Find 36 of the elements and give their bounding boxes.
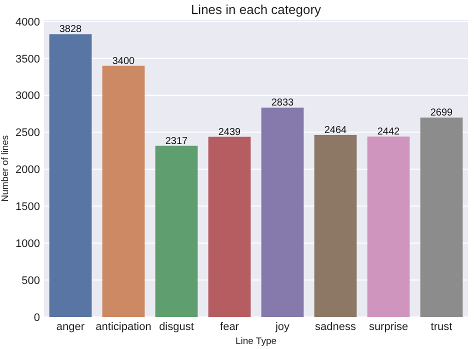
- x-tick-label: joy: [274, 321, 290, 333]
- y-tick-label: 1500: [16, 201, 40, 214]
- bar: [49, 34, 92, 317]
- data-label: 2833: [271, 98, 294, 109]
- y-tick-label: 1000: [16, 238, 40, 250]
- x-axis-title: Line Type: [235, 336, 277, 347]
- x-tick-label: sadness: [315, 321, 356, 333]
- y-axis-title: Number of lines: [0, 134, 11, 202]
- data-label: 2699: [430, 108, 454, 119]
- bar: [208, 136, 251, 317]
- data-label: 3828: [59, 24, 82, 36]
- y-tick-label: 3500: [16, 53, 40, 66]
- data-label: 2464: [324, 124, 348, 136]
- x-tick-label: anger: [56, 321, 85, 333]
- y-tick-label: 3000: [16, 90, 40, 102]
- x-tick-label: anticipation: [96, 321, 152, 333]
- bar: [314, 134, 357, 317]
- bar: [420, 118, 463, 317]
- bar: [155, 146, 198, 317]
- bar: [367, 136, 410, 317]
- bar: [102, 66, 145, 317]
- x-tick-label: disgust: [159, 321, 194, 333]
- data-label: 2317: [165, 136, 188, 147]
- y-tick-label: 2500: [16, 127, 40, 140]
- data-label: 3400: [112, 56, 136, 67]
- y-tick-label: 500: [22, 274, 40, 287]
- y-tick-label: 0: [34, 312, 40, 324]
- x-tick-label: fear: [220, 321, 240, 333]
- bar: [261, 108, 304, 317]
- data-label: 2442: [377, 126, 400, 138]
- x-tick-label: surprise: [368, 321, 408, 333]
- x-tick-label: trust: [430, 321, 452, 333]
- y-tick-label: 4000: [16, 16, 40, 28]
- chart-title: Lines in each category: [190, 2, 322, 17]
- data-label: 2439: [218, 126, 242, 138]
- y-tick-label: 2000: [16, 164, 40, 176]
